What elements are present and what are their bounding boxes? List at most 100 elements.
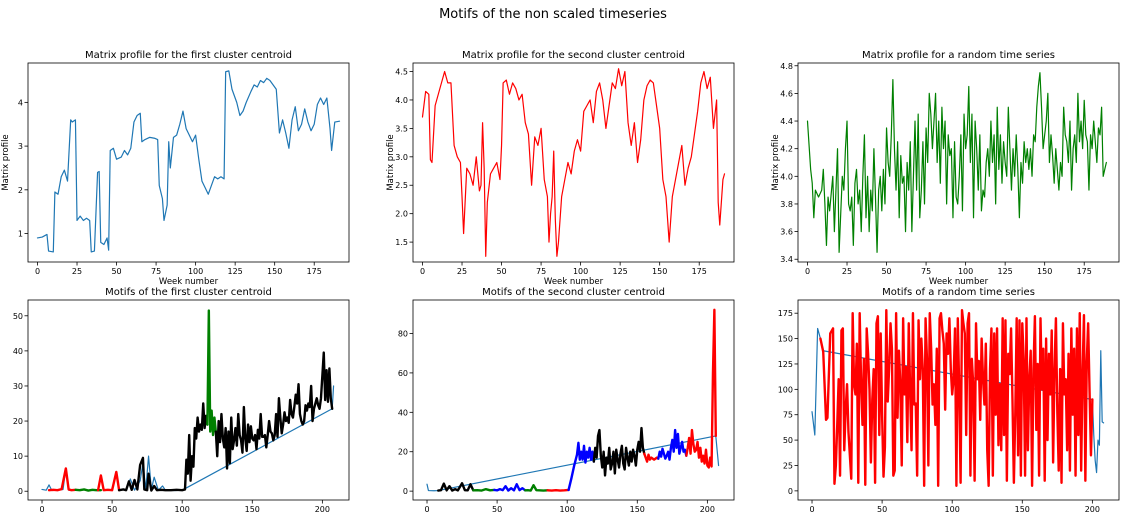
y-tick-label: 2.0 bbox=[395, 210, 408, 219]
x-tick-label: 175 bbox=[1077, 267, 1092, 276]
y-tick-label: 10 bbox=[13, 452, 23, 461]
x-tick-label: 200 bbox=[700, 505, 715, 514]
y-tick-label: 3 bbox=[18, 142, 23, 151]
series-line-5 bbox=[523, 484, 549, 492]
x-tick-label: 75 bbox=[151, 267, 161, 276]
subplot-6: Motifs of a random time series 0 50 100 150 2… bbox=[778, 287, 1120, 514]
series-line-6 bbox=[206, 309, 218, 437]
x-tick-label: 50 bbox=[877, 505, 887, 514]
axes-frame bbox=[797, 299, 1120, 501]
x-tick-label: 0 bbox=[35, 267, 40, 276]
y-axis-label: Matrix profile bbox=[1, 134, 11, 190]
x-tick-label: 150 bbox=[1037, 267, 1052, 276]
x-tick-label: 75 bbox=[536, 267, 546, 276]
y-tick-label: 3.0 bbox=[395, 153, 408, 162]
subplot-2: Matrix profile for the second cluster ce… bbox=[386, 50, 735, 287]
series-line-1 bbox=[421, 68, 726, 257]
y-axis-label: Matrix profile bbox=[386, 134, 396, 190]
y-tick-label: 4.5 bbox=[395, 68, 408, 77]
y-tick-label: 4.8 bbox=[780, 62, 793, 71]
series-line-2 bbox=[819, 308, 1094, 487]
x-tick-label: 25 bbox=[842, 267, 852, 276]
y-tick-label: 3.4 bbox=[780, 255, 793, 264]
x-tick-label: 100 bbox=[945, 505, 960, 514]
y-tick-label: 3.6 bbox=[780, 228, 793, 237]
subplot-4: Motifs of the first cluster centroid 0 50 1… bbox=[13, 287, 350, 514]
x-tick-label: 200 bbox=[1085, 505, 1100, 514]
x-tick-label: 150 bbox=[652, 267, 667, 276]
x-tick-label: 0 bbox=[805, 267, 810, 276]
y-tick-label: 60 bbox=[398, 369, 408, 378]
y-tick-label: 175 bbox=[778, 309, 793, 318]
x-axis-label: Week number bbox=[159, 277, 219, 287]
series-line-4 bbox=[493, 483, 527, 492]
axes-frame bbox=[797, 62, 1120, 263]
x-tick-label: 125 bbox=[998, 267, 1013, 276]
y-axis-label: Matrix profile bbox=[771, 134, 781, 190]
subplot-title: Motifs of the second cluster centroid bbox=[482, 287, 665, 298]
subplot-title: Matrix profile for the first cluster cen… bbox=[85, 50, 292, 61]
x-tick-label: 100 bbox=[188, 267, 203, 276]
x-tick-label: 175 bbox=[692, 267, 707, 276]
x-tick-label: 150 bbox=[1015, 505, 1030, 514]
y-tick-label: 75 bbox=[783, 411, 793, 420]
y-tick-label: 0 bbox=[18, 487, 23, 496]
series-line-3 bbox=[74, 488, 103, 492]
x-tick-label: 50 bbox=[107, 505, 117, 514]
y-tick-label: 50 bbox=[13, 312, 23, 321]
y-tick-label: 3.8 bbox=[780, 200, 793, 209]
subplot-1: Matrix profile for the first cluster cen… bbox=[1, 50, 350, 287]
series-line-7 bbox=[214, 351, 334, 470]
x-tick-label: 0 bbox=[420, 267, 425, 276]
x-tick-label: 50 bbox=[111, 267, 121, 276]
y-tick-label: 80 bbox=[398, 329, 408, 338]
series-line-8 bbox=[592, 426, 646, 477]
y-tick-label: 1 bbox=[18, 230, 23, 239]
y-tick-label: 1.5 bbox=[395, 238, 408, 247]
x-tick-label: 25 bbox=[457, 267, 467, 276]
x-tick-label: 50 bbox=[496, 267, 506, 276]
series-line-10 bbox=[657, 428, 688, 461]
y-tick-label: 0 bbox=[403, 487, 408, 496]
y-tick-label: 4.6 bbox=[780, 89, 793, 98]
subplot-3: Matrix profile for a random time series 0… bbox=[771, 50, 1120, 287]
series-line-11 bbox=[685, 308, 717, 469]
x-tick-label: 100 bbox=[958, 267, 973, 276]
x-axis-label: Week number bbox=[544, 277, 604, 287]
y-tick-label: 25 bbox=[783, 461, 793, 470]
y-tick-label: 125 bbox=[778, 360, 793, 369]
series-line-1 bbox=[36, 70, 341, 253]
subplot-title: Motifs of a random time series bbox=[882, 287, 1035, 298]
axes-frame bbox=[27, 299, 350, 501]
subplot-grid: Matrix profile for the first cluster cen… bbox=[1, 50, 1120, 514]
subplot-title: Matrix profile for the second cluster ce… bbox=[462, 50, 685, 61]
y-tick-label: 40 bbox=[398, 408, 408, 417]
x-tick-label: 50 bbox=[881, 267, 891, 276]
x-tick-label: 50 bbox=[492, 505, 502, 514]
y-tick-label: 30 bbox=[13, 382, 23, 391]
series-line-6 bbox=[546, 488, 570, 492]
axes-frame bbox=[27, 62, 350, 263]
axes-frame bbox=[412, 299, 735, 501]
y-tick-label: 20 bbox=[398, 448, 408, 457]
x-tick-label: 75 bbox=[921, 267, 931, 276]
y-tick-label: 2.5 bbox=[395, 181, 408, 190]
x-tick-label: 150 bbox=[630, 505, 645, 514]
y-tick-label: 4.0 bbox=[395, 96, 408, 105]
axes-frame bbox=[412, 62, 735, 263]
x-tick-label: 100 bbox=[573, 267, 588, 276]
x-tick-label: 125 bbox=[228, 267, 243, 276]
x-tick-label: 0 bbox=[39, 505, 44, 514]
y-tick-label: 0 bbox=[788, 487, 793, 496]
series-line-1 bbox=[426, 435, 720, 492]
subplot-title: Matrix profile for a random time series bbox=[862, 50, 1055, 61]
y-tick-label: 4 bbox=[18, 98, 23, 107]
y-tick-label: 50 bbox=[783, 436, 793, 445]
x-tick-label: 100 bbox=[175, 505, 190, 514]
y-tick-label: 100 bbox=[778, 385, 793, 394]
y-tick-label: 40 bbox=[13, 347, 23, 356]
x-tick-label: 175 bbox=[307, 267, 322, 276]
x-tick-label: 25 bbox=[72, 267, 82, 276]
